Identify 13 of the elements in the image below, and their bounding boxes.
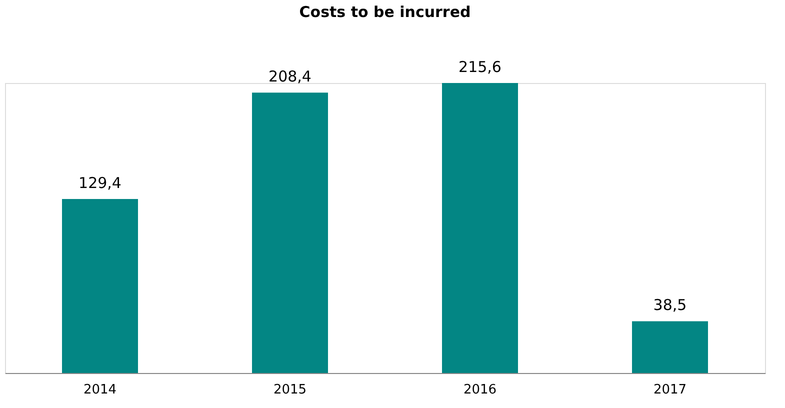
- bar: [632, 321, 708, 373]
- bar: [62, 198, 138, 373]
- x-tick-label: 2014: [83, 382, 117, 398]
- bar: [252, 92, 328, 373]
- chart-title: Costs to be incurred: [299, 3, 471, 21]
- x-tick-label: 2016: [463, 382, 497, 398]
- data-label: 208,4: [268, 68, 312, 86]
- x-tick-label: 2017: [653, 382, 687, 398]
- x-tick-label: 2015: [273, 382, 307, 398]
- data-label: 38,5: [653, 296, 687, 314]
- bar: [442, 83, 518, 373]
- data-label: 129,4: [78, 174, 122, 192]
- data-label: 215,6: [458, 58, 502, 76]
